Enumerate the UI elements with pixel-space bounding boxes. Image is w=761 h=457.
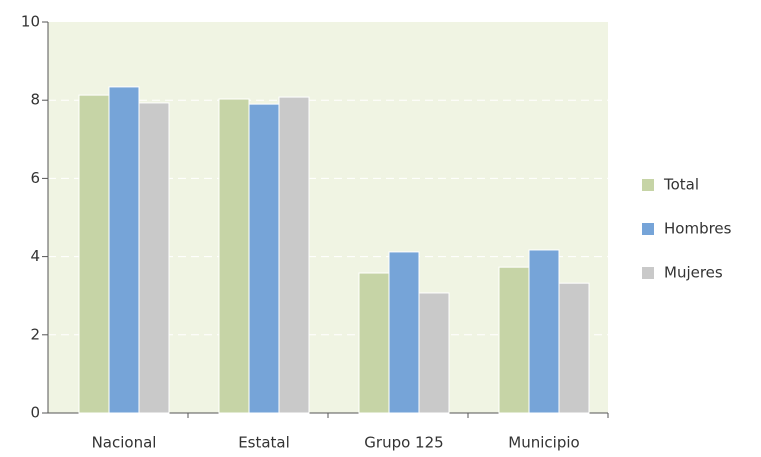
x-tick-label: Municipio bbox=[508, 434, 579, 452]
bar bbox=[358, 272, 390, 414]
x-tick-label: Grupo 125 bbox=[364, 434, 443, 452]
legend-label: Hombres bbox=[664, 220, 732, 238]
legend-swatch bbox=[642, 179, 654, 191]
bar bbox=[248, 103, 280, 414]
y-tick-label: 0 bbox=[30, 404, 40, 422]
bar bbox=[108, 86, 140, 414]
bar bbox=[78, 94, 110, 414]
legend-swatch bbox=[642, 267, 654, 279]
legend-label: Total bbox=[663, 176, 699, 194]
bar bbox=[528, 249, 560, 414]
y-tick-label: 6 bbox=[30, 169, 40, 187]
bar bbox=[388, 251, 420, 414]
legend-label: Mujeres bbox=[664, 264, 723, 282]
y-tick-label: 2 bbox=[30, 325, 40, 343]
bar bbox=[278, 96, 310, 414]
x-tick-label: Estatal bbox=[238, 434, 290, 452]
y-tick-label: 10 bbox=[21, 13, 40, 31]
x-tick-label: Nacional bbox=[92, 434, 157, 452]
bar bbox=[498, 266, 530, 414]
y-tick-label: 4 bbox=[30, 247, 40, 265]
bar bbox=[138, 102, 170, 414]
y-tick-label: 8 bbox=[30, 91, 40, 109]
bar bbox=[418, 292, 450, 414]
bar bbox=[218, 98, 250, 414]
bar bbox=[558, 282, 590, 414]
legend-swatch bbox=[642, 223, 654, 235]
